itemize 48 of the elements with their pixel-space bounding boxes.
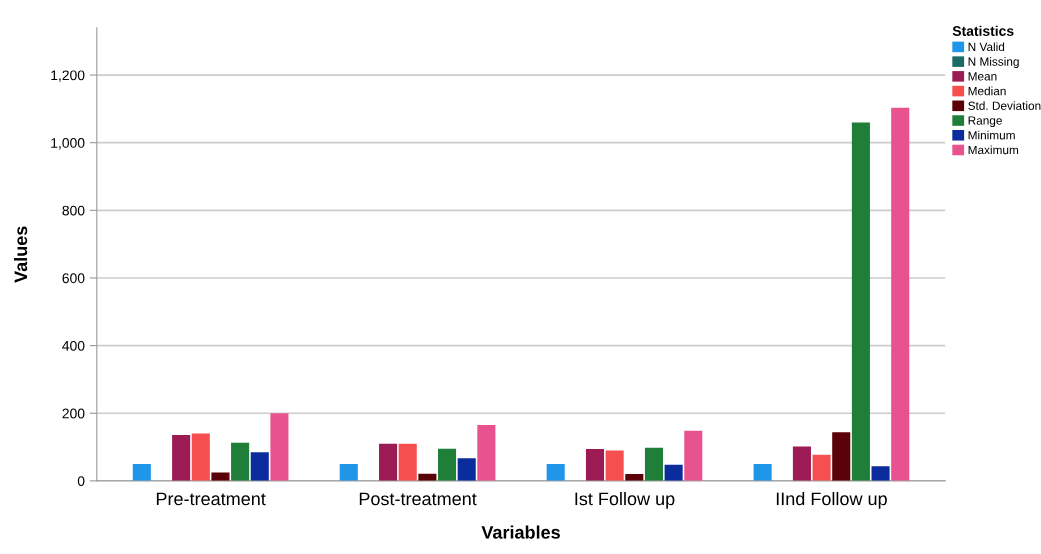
legend-label: Mean [968,72,997,81]
bar [644,447,664,481]
legend-title: Statistics [952,25,1014,36]
bar [132,463,151,481]
legend-label: N Valid [968,42,1005,52]
bar [851,122,870,481]
bar [753,463,772,481]
bar [832,432,851,481]
bar [339,463,358,481]
legend-label: Minimum [968,130,1015,140]
x-tick-label: IInd Follow up [776,491,887,509]
x-tick-label: Post-treatment [359,492,477,506]
y-tick-label: 800 [62,205,85,216]
bar [231,442,250,481]
bar [684,430,703,481]
bar [477,425,496,481]
bar [438,448,457,481]
bar [891,107,910,481]
bar [250,452,269,481]
x-tick-label: Pre-treatment [156,492,266,506]
y-axis-title: Values [13,226,28,283]
x-tick-label: Ist Follow up [575,491,675,509]
bar [270,413,289,481]
legend-label: N Missing [968,57,1019,69]
bar [871,466,890,481]
legend-label: Std. Deviation [968,101,1041,110]
legend-label: Median [968,86,1006,96]
y-tick-label: 200 [62,408,85,419]
bar [812,454,831,481]
bar [398,443,417,481]
bar [585,449,605,481]
y-tick-label: 0 [77,476,85,487]
legend-label: Range [968,116,1002,128]
y-tick-label: 1,200 [51,70,85,82]
legend-label: Maximum [968,145,1019,155]
bar [605,450,624,481]
bar [664,464,683,481]
bar [379,443,398,481]
bar [457,458,476,481]
bar [211,472,230,481]
bar [172,434,191,481]
y-tick-label: 600 [62,273,85,284]
bar [191,433,210,481]
x-axis-title: Variables [481,525,560,539]
bar [792,446,811,481]
y-tick-label: 1,000 [51,138,85,150]
bar [546,463,565,481]
y-tick-label: 400 [62,340,85,351]
